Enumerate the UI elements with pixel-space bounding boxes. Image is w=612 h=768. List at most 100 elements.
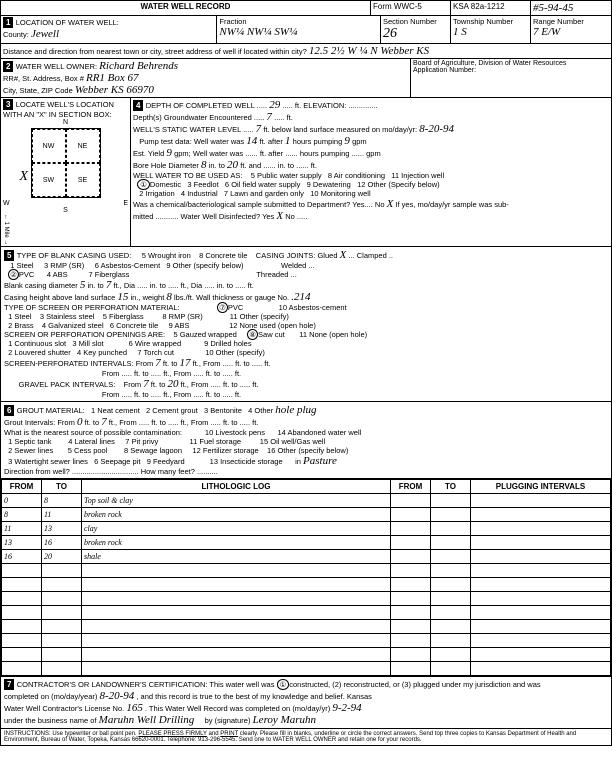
elev-label: ..... ft. ELEVATION: ..............	[282, 101, 377, 110]
sec3-num: 3	[3, 99, 13, 110]
yield: 9	[166, 147, 172, 159]
bore-label: Bore Hole Diameter	[133, 161, 201, 170]
record-date: 9-2-94	[332, 702, 361, 714]
table-row	[2, 564, 611, 578]
compass-n: N	[3, 119, 128, 126]
file-no: #5-94-45	[531, 1, 611, 15]
section-box: NW NE SW SE X	[31, 128, 101, 198]
fraction: NW¼ NW¼ SW¼	[219, 26, 297, 38]
static: 7	[256, 123, 262, 135]
table-row: 1316broken rock	[2, 536, 611, 550]
perf-to: 17	[180, 357, 191, 369]
compass-w: W	[3, 200, 10, 207]
sec1: 1 LOCATION OF WATER WELL: County: Jewell…	[1, 16, 611, 44]
section: 26	[383, 26, 397, 41]
use-label: WELL WATER TO BE USED AS: 5 Public water…	[133, 171, 444, 180]
sec2-label: WATER WELL OWNER:	[16, 62, 99, 71]
range-label: Range Number	[533, 17, 584, 26]
section-label: Section Number	[383, 17, 437, 26]
county: Jewell	[31, 28, 59, 40]
business: Maruhn Well Drilling	[99, 714, 195, 726]
table-row	[2, 578, 611, 592]
sec5-num: 5	[4, 250, 14, 261]
blank-to: 7	[106, 279, 112, 291]
col-from: FROM	[2, 480, 42, 494]
gw-depth: 7	[266, 111, 272, 123]
sec3-4: 3 LOCATE WELL'S LOCATION WITH AN "X" IN …	[1, 98, 611, 247]
static-label: WELL'S STATIC WATER LEVEL .....	[133, 125, 256, 134]
pump-hours: 9	[344, 135, 350, 147]
table-row: 811broken rock	[2, 508, 611, 522]
form-no: Form WWC-5	[371, 1, 451, 15]
sec3-label: LOCATE WELL'S LOCATION WITH AN "X" IN SE…	[3, 100, 114, 119]
sec2: 2 WATER WELL OWNER: Richard Behrends RR#…	[1, 59, 611, 98]
table-row	[2, 662, 611, 676]
grout-to: 7	[101, 416, 107, 428]
depth-label: DEPTH OF COMPLETED WELL .....	[146, 101, 270, 110]
pump-was: 14	[246, 135, 257, 147]
sec1-label: LOCATION OF WATER WELL:	[16, 18, 119, 27]
gravel-to: 20	[167, 378, 178, 390]
col-litho: LITHOLOGIC LOG	[82, 480, 391, 494]
township-label: Township Number	[453, 17, 513, 26]
bore-to: 20	[227, 159, 238, 171]
quad-sw: SW	[32, 163, 66, 197]
col-to: TO	[42, 480, 82, 494]
owner-name: Richard Behrends	[99, 60, 178, 72]
table-row	[2, 592, 611, 606]
sec6: 6 GROUT MATERIAL: 1 Neat cement 2 Cement…	[1, 402, 611, 479]
static-date: 8-20-94	[419, 123, 454, 135]
signature: Leroy Maruhn	[253, 714, 316, 726]
sec4-num: 4	[133, 100, 143, 111]
distance: 12.5 2½ W ¼ N Webber KS	[309, 45, 429, 57]
sec2-num: 2	[3, 61, 13, 72]
grout-from: 0	[77, 416, 83, 428]
cert-date: 8-20-94	[99, 690, 134, 702]
appno-label: Application Number:	[413, 67, 476, 74]
table-row	[2, 634, 611, 648]
compass-e: E	[123, 200, 128, 207]
casing-height: 15	[117, 291, 128, 303]
table-row: 1620shale	[2, 550, 611, 564]
addr-label: RR#, St. Address, Box #	[3, 74, 86, 83]
perf-from: 7	[155, 357, 161, 369]
grout-other: hole plug	[275, 404, 316, 416]
mile-label: ← 1 Mile →	[3, 214, 9, 245]
sec7: 7 CONTRACTOR'S OR LANDOWNER'S CERTIFICAT…	[1, 676, 611, 728]
quad-nw: NW	[32, 129, 66, 163]
col-from2: FROM	[391, 480, 431, 494]
depth-completed: 29	[269, 99, 280, 111]
county-label: County:	[3, 30, 31, 39]
board: Board of Agriculture, Division of Water …	[413, 60, 566, 67]
pump-label: Pump test data: Well water was	[133, 137, 246, 146]
gravel-from: 7	[143, 378, 149, 390]
contam: Pasture	[303, 455, 337, 467]
township: 1 S	[453, 26, 467, 38]
instructions: INSTRUCTIONS: Use typewriter or ball poi…	[1, 728, 611, 745]
water-well-form: WATER WELL RECORD Form WWC-5 KSA 82a-121…	[0, 0, 612, 746]
table-row	[2, 620, 611, 634]
range: 7 E/W	[533, 26, 560, 38]
blank-dia: 5	[80, 279, 86, 291]
pump-after: 1	[285, 135, 291, 147]
sec1-num: 1	[3, 17, 13, 28]
x-mark: X	[20, 169, 29, 185]
bore-from: 8	[201, 159, 207, 171]
distance-label: Distance and direction from nearest town…	[3, 47, 309, 56]
table-row: 1113clay	[2, 522, 611, 536]
quad-ne: NE	[66, 129, 100, 163]
distance-row: Distance and direction from nearest town…	[1, 44, 611, 59]
col-plug: PLUGGING INTERVALS	[471, 480, 611, 494]
sec5: 5 TYPE OF BLANK CASING USED: 5 Wrought i…	[1, 247, 611, 402]
header-row: WATER WELL RECORD Form WWC-5 KSA 82a-121…	[1, 1, 611, 16]
table-row: 08Top soil & clay	[2, 494, 611, 508]
sec6-num: 6	[4, 405, 14, 416]
table-row	[2, 606, 611, 620]
license: 165	[126, 702, 143, 714]
lithologic-table: FROM TO LITHOLOGIC LOG FROM TO PLUGGING …	[1, 479, 611, 676]
yield-label: Est. Yield	[133, 149, 166, 158]
city-label: City, State, ZIP Code	[3, 86, 75, 95]
gauge: .214	[291, 291, 310, 303]
casing-label: TYPE OF BLANK CASING USED: 5 Wrought iro…	[17, 251, 393, 260]
quad-se: SE	[66, 163, 100, 197]
